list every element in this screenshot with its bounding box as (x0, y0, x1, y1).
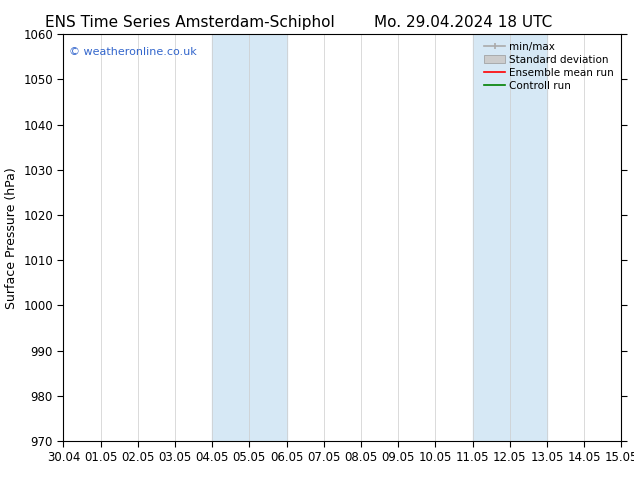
Bar (472, 34, 547, 441)
Text: ENS Time Series Amsterdam-Schiphol: ENS Time Series Amsterdam-Schiphol (45, 15, 335, 30)
Text: Mo. 29.04.2024 18 UTC: Mo. 29.04.2024 18 UTC (373, 15, 552, 30)
Y-axis label: Surface Pressure (hPa): Surface Pressure (hPa) (4, 167, 18, 309)
Text: © weatheronline.co.uk: © weatheronline.co.uk (69, 47, 197, 56)
Legend: min/max, Standard deviation, Ensemble mean run, Controll run: min/max, Standard deviation, Ensemble me… (480, 37, 618, 95)
Bar (212, 34, 287, 441)
